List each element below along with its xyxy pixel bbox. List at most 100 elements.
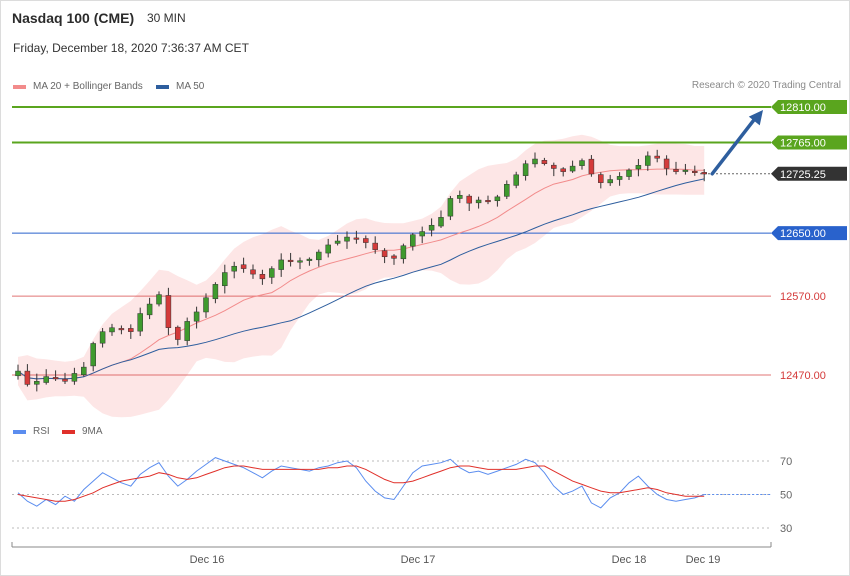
down-candle-body: [588, 158, 595, 175]
legend-rsi: RSI: [13, 426, 50, 437]
down-candle-body: [250, 269, 256, 275]
level-tag-bg: [771, 135, 847, 150]
up-candle-body: [137, 313, 143, 332]
up-candle-body: [193, 311, 200, 322]
instrument-title: Nasdaq 100 (CME): [12, 10, 135, 26]
candle: [128, 324, 134, 339]
up-candle-body: [156, 294, 162, 305]
up-candle-body: [99, 331, 106, 344]
bollinger-band: [18, 134, 705, 418]
legend-ma20: MA 20 + Bollinger Bands: [13, 81, 143, 92]
candle: [118, 325, 125, 335]
level-labels-layer: 12810.00 12765.00 12725.25 12650.00 12570.00…: [771, 100, 847, 382]
rsi-level-label-50: 50: [780, 490, 792, 502]
down-candle-body: [259, 274, 266, 280]
up-candle-body: [34, 381, 40, 385]
down-candle-body: [287, 259, 294, 262]
up-candle-body: [400, 245, 407, 260]
legend-ma50: MA 50: [156, 81, 204, 92]
down-candle-body: [372, 242, 378, 250]
candle: [598, 172, 604, 189]
candle: [344, 231, 350, 249]
up-candle-body: [316, 251, 322, 261]
up-candle-body: [457, 195, 463, 199]
up-candle-body: [269, 268, 275, 278]
up-candle-body: [344, 236, 350, 242]
up-candle-body: [447, 198, 454, 217]
up-candle-body: [334, 240, 341, 244]
candle: [522, 160, 529, 181]
candle: [269, 266, 275, 284]
down-candle-body: [128, 328, 134, 332]
candle: [447, 195, 454, 221]
candle: [306, 257, 313, 266]
rsi-ma-line: [17, 465, 705, 502]
up-candle-body: [297, 260, 303, 263]
level-tag-bg: [771, 100, 847, 114]
up-candle-body: [682, 169, 689, 172]
x-tick-label: Dec 19: [686, 554, 721, 566]
level-label-12570-00: 12570.00: [780, 291, 826, 303]
down-candle-body: [598, 174, 604, 183]
up-candle-body: [438, 217, 444, 227]
up-candle-body: [184, 321, 190, 341]
candle: [504, 180, 510, 200]
research-credit: Research © 2020 Trading Central: [691, 80, 841, 91]
candle: [287, 252, 294, 267]
candle: [532, 152, 538, 168]
up-candle-body: [504, 183, 510, 197]
candle: [175, 325, 181, 346]
candle: [692, 165, 698, 176]
up-candle-body: [15, 370, 21, 377]
candle: [99, 328, 106, 348]
up-candle-body: [616, 176, 623, 180]
candle: [513, 171, 519, 189]
legend-ma20-label: MA 20 + Bollinger Bands: [33, 81, 143, 92]
up-candle-body: [203, 297, 209, 313]
candle: [569, 160, 576, 173]
candle: [635, 158, 642, 177]
candle: [316, 249, 322, 267]
level-tag-12725-25: 12725.25: [771, 166, 847, 181]
candle: [701, 169, 707, 182]
up-candle-body: [278, 259, 284, 270]
candle: [579, 158, 585, 170]
x-tick-label: Dec 17: [401, 554, 436, 566]
down-candle-body: [692, 170, 698, 173]
candle: [184, 317, 190, 346]
candle: [654, 149, 660, 163]
level-tag-12765-00: 12765.00: [771, 135, 847, 150]
up-candle-body: [71, 373, 78, 382]
legend-rsi-label: RSI: [33, 426, 50, 437]
candle: [203, 293, 209, 318]
candle: [485, 195, 491, 205]
up-candle-body: [475, 199, 482, 204]
down-candle-body: [165, 295, 172, 328]
level-lines-layer: [12, 106, 771, 376]
x-tick-label: Dec 16: [190, 554, 225, 566]
candle: [34, 373, 40, 392]
rsi-level-label-70: 70: [780, 456, 792, 468]
candle: [109, 323, 115, 336]
level-tag-bg: [771, 226, 847, 241]
up-candle-body: [81, 366, 87, 376]
candle: [551, 162, 557, 177]
candle: [156, 291, 162, 307]
candle: [231, 261, 237, 279]
up-candle-body: [645, 155, 651, 166]
down-candle-body: [673, 169, 679, 172]
candle: [645, 151, 651, 171]
down-candle-body: [663, 158, 670, 169]
up-candle-body: [579, 160, 585, 166]
candle: [353, 230, 360, 244]
candle: [193, 306, 200, 329]
candle: [240, 257, 247, 273]
up-candle-body: [43, 376, 49, 383]
down-candle-body: [363, 238, 369, 243]
down-candle-body: [701, 172, 707, 175]
candle: [278, 253, 284, 277]
candle: [372, 236, 378, 254]
timeframe-label[interactable]: 30 MIN: [147, 11, 186, 25]
